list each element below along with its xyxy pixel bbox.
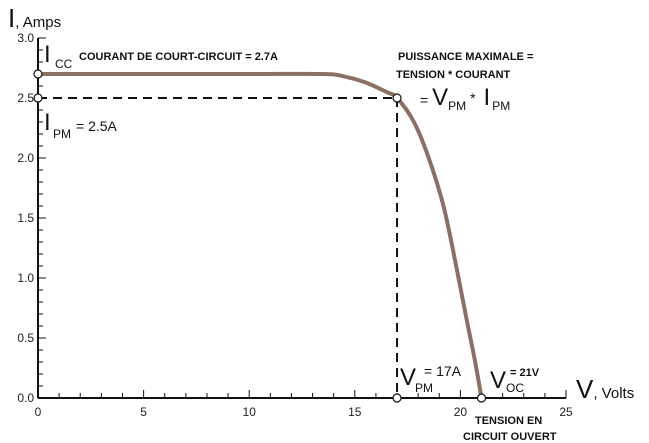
ipm-label: = 2.5A <box>76 118 118 134</box>
y-tick-label: 2.0 <box>17 151 34 165</box>
y-tick-label: 0.5 <box>17 331 34 345</box>
y-axis-symbol: I <box>8 3 15 33</box>
icc-subscript: CC <box>55 57 73 71</box>
max-power-point-marker <box>392 93 402 103</box>
icc-symbol: I <box>44 41 51 68</box>
max-power-line2: TENSION * COURANT <box>396 69 511 81</box>
x-tick-label: 20 <box>454 405 468 419</box>
isc-marker <box>33 69 43 79</box>
y-tick-label: 2.5 <box>17 91 34 105</box>
markers <box>33 69 487 403</box>
open-circuit-line1: TENSION EN <box>475 415 542 427</box>
x-tick-label: 25 <box>559 405 573 419</box>
y-tick-label: 1.5 <box>17 211 34 225</box>
vpm-symbol: V <box>400 364 416 391</box>
eq-i-sub: PM <box>492 99 510 113</box>
y-tick-label: 0.0 <box>17 391 34 405</box>
y-tick-label: 1.0 <box>17 271 34 285</box>
max-power-line1: PUISSANCE MAXIMALE = <box>398 51 533 63</box>
max-power-equation: = VPM * I PM <box>420 84 510 113</box>
x-tick-label: 15 <box>348 405 362 419</box>
eq-star: * <box>470 90 476 106</box>
y-axis-title: I, Amps <box>8 3 61 33</box>
vpm-label: = 17A <box>424 363 462 379</box>
eq-i: I <box>484 84 491 111</box>
ipm-marker <box>33 93 43 103</box>
eq-prefix: = <box>420 92 428 108</box>
voc-subscript: OC <box>506 381 524 395</box>
vpm-marker <box>392 393 402 403</box>
x-axis-unit: , Volts <box>593 385 634 402</box>
ipm-symbol: I <box>44 109 51 136</box>
open-circuit-line2: CIRCUIT OUVERT <box>463 431 557 443</box>
x-axis-symbol: V <box>576 374 594 404</box>
y-axis-unit: , Amps <box>15 14 61 31</box>
eq-v-sub: PM <box>448 99 466 113</box>
icc-label: COURANT DE COURT-CIRCUIT = 2.7A <box>79 51 278 63</box>
vpm-subscript: PM <box>415 381 433 395</box>
x-tick-label: 5 <box>140 405 147 419</box>
voc-label: = 21V <box>510 367 540 379</box>
voc-marker <box>476 393 487 403</box>
x-tick-label: 10 <box>243 405 257 419</box>
x-tick-label: 0 <box>35 405 42 419</box>
voc-symbol: V <box>490 367 506 394</box>
y-tick-label: 3.0 <box>17 31 34 45</box>
eq-v: V <box>432 84 448 111</box>
axis-ticks: 0.0 0.5 1.0 1.5 2.0 2.5 3.0 0 5 10 15 20 25 <box>17 31 573 419</box>
x-axis-title: V, Volts <box>576 374 634 404</box>
ipm-subscript: PM <box>53 127 71 141</box>
guide-lines <box>38 97 399 398</box>
